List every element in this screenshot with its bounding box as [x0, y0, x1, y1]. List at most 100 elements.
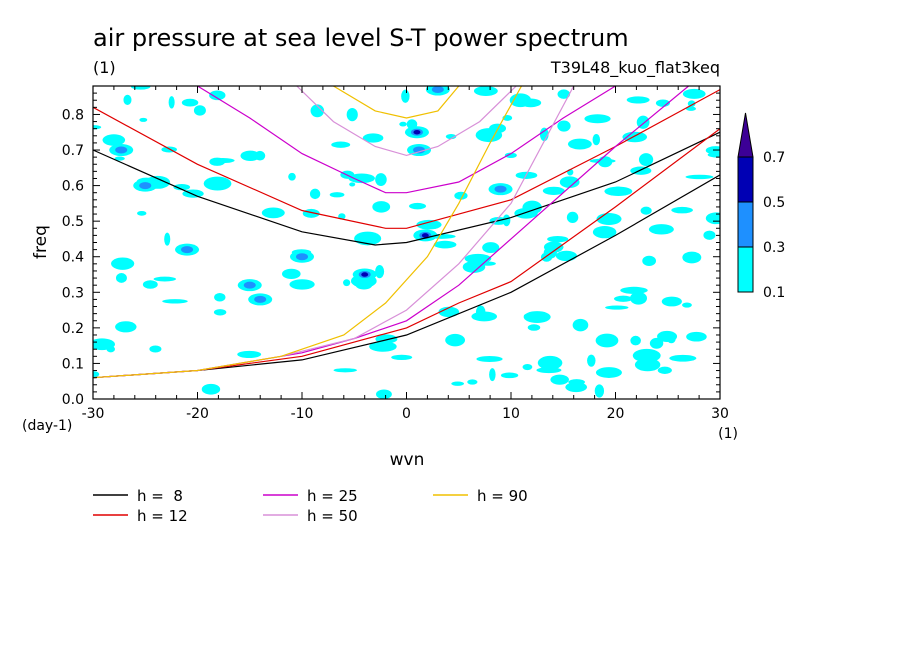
contour-patch	[369, 341, 397, 352]
x-axis-label: wvn	[390, 450, 425, 470]
contour-patch	[475, 128, 503, 143]
colorbar-label: 0.7	[763, 150, 785, 166]
contour-patch	[451, 381, 465, 386]
contour-patch	[209, 90, 226, 101]
contour-patch	[594, 384, 605, 398]
contour-patch	[682, 88, 706, 99]
contour-patch	[509, 93, 532, 108]
colorbar-label: 0.5	[763, 195, 785, 211]
contour-patch	[566, 211, 579, 223]
x-tick-label: 0	[402, 406, 411, 422]
x-tick-label: -20	[186, 406, 209, 422]
contour-patch	[620, 286, 648, 294]
colorbar-segment	[737, 246, 754, 293]
dispersion-curve	[197, 86, 616, 194]
contour-patch	[413, 146, 426, 154]
axis-ticks: -30 -20 -10 0 10 20 30 0.0 0.1 0.2 0.3 0.4 0.5 0.6 0.7…	[62, 86, 729, 422]
contour-patch	[338, 213, 346, 220]
contour-patch	[243, 281, 256, 289]
contour-patch	[595, 333, 619, 348]
contour-patch	[584, 114, 611, 124]
dispersion-curve	[93, 131, 720, 246]
contour-patch	[438, 306, 460, 318]
contour-patch	[201, 383, 221, 395]
contour-patch	[416, 219, 442, 230]
contour-patch	[421, 233, 429, 238]
contour-patch	[413, 130, 421, 135]
contour-patch	[587, 354, 596, 367]
contour-patch	[115, 321, 137, 333]
contour-patch	[130, 86, 151, 90]
contour-patch	[685, 174, 714, 180]
colorbar-label: 0.3	[763, 240, 785, 256]
contour-patch	[555, 250, 577, 262]
dispersion-curve	[93, 89, 720, 229]
dispersion-curve	[93, 174, 720, 379]
contour-patch	[462, 261, 486, 273]
y-tick-label: 0.7	[62, 143, 84, 159]
contour-patch	[348, 173, 375, 184]
contour-patch	[209, 157, 226, 166]
contour-patch	[254, 295, 267, 303]
contour-patch	[604, 186, 633, 197]
contour-patch	[329, 192, 345, 198]
x-tick-label: 10	[502, 406, 520, 422]
contour-patch	[687, 100, 696, 107]
contour-patch	[376, 389, 392, 399]
dispersion-curves	[93, 86, 720, 379]
contour-patch	[142, 280, 158, 289]
contour-patch	[671, 206, 693, 214]
y-tick-label: 0.5	[62, 214, 84, 230]
contour-patch	[613, 295, 633, 302]
contour-patch	[431, 86, 444, 94]
contour-patch	[682, 302, 692, 308]
contour-patch	[181, 98, 199, 107]
contour-patch	[281, 268, 301, 280]
contour-patch	[522, 200, 542, 215]
legend-label: h = 12	[137, 507, 188, 525]
contour-patch	[349, 182, 356, 187]
x-tick-label: 20	[607, 406, 625, 422]
contour-patch	[153, 276, 177, 282]
contour-patch	[494, 185, 507, 193]
contour-patch	[331, 141, 351, 148]
contour-patch	[567, 138, 592, 150]
y-tick-label: 0.6	[62, 179, 84, 195]
contour-patch	[362, 133, 384, 143]
contour-patch	[685, 106, 696, 111]
colorbar-segment	[737, 156, 754, 203]
contour-patch	[527, 324, 541, 331]
contour-patch	[123, 94, 132, 106]
contour-patch	[288, 172, 296, 181]
legend-label: h = 8	[137, 487, 183, 505]
contour-patch	[657, 330, 678, 343]
y-tick-label: 0.0	[62, 392, 84, 408]
contour-patch	[630, 335, 641, 346]
contour-patch	[162, 299, 188, 304]
contour-patch	[409, 202, 427, 210]
legend-label: h = 25	[307, 487, 358, 505]
x-tick-label: -10	[291, 406, 314, 422]
contour-patch	[193, 105, 206, 116]
contour-patch	[203, 176, 232, 191]
contour-patch	[296, 253, 308, 261]
chart-title: air pressure at sea level S-T power spec…	[93, 24, 629, 52]
contour-patch	[523, 313, 544, 319]
contour-patch	[536, 367, 562, 374]
contour-patch	[547, 235, 569, 243]
contour-patch	[522, 363, 533, 371]
contour-patch	[605, 305, 629, 310]
contour-patch	[139, 117, 148, 122]
colorbar-arrow	[737, 112, 754, 158]
contour-patch	[115, 146, 128, 154]
contour-patch	[640, 206, 652, 215]
contour-patch	[111, 257, 135, 270]
contour-patch	[375, 264, 385, 279]
x-tick-label: -30	[82, 406, 105, 422]
contour-patch	[657, 366, 672, 374]
contour-patch	[648, 224, 674, 235]
contour-patch	[482, 242, 500, 254]
contour-patch	[445, 333, 466, 347]
dispersion-curve	[93, 86, 523, 379]
